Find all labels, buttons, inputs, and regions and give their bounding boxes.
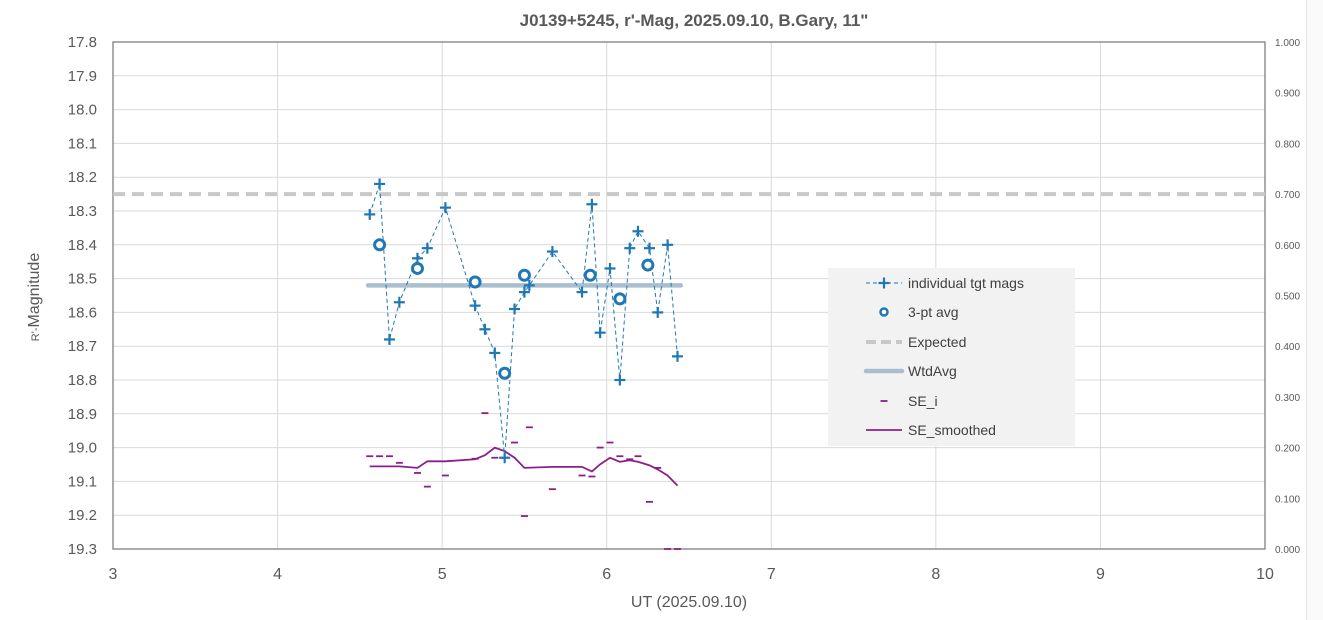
y-left-tick-label: 18.5 (68, 271, 97, 288)
y-left-tick-label: 19.3 (68, 541, 97, 558)
individual-mag-point (499, 452, 511, 464)
y-right-tick-label: 0.600 (1275, 241, 1300, 252)
y-right-tick-label: 0.900 (1275, 89, 1300, 100)
y-right-tick-labels: 1.000 0.900 0.800 0.700 0.600 0.500 0.400 0.300… (1275, 38, 1300, 556)
individual-mag-point (489, 347, 501, 359)
legend-label: SE_i (908, 393, 938, 409)
y-left-tick-label: 18.7 (68, 338, 97, 355)
legend-swatch (866, 277, 902, 289)
x-tick-label: 3 (109, 566, 118, 583)
y-axis-label: R'-Magnitude (26, 253, 43, 342)
individual-mag-point (479, 323, 491, 335)
three-pt-avg-point (410, 261, 424, 275)
horizontal-gridlines (113, 41, 1265, 550)
legend-box (828, 268, 1075, 446)
individual-mag-point (662, 239, 674, 251)
three-pt-avg-point (498, 366, 512, 380)
three-pt-avg-point (373, 238, 387, 252)
y-right-tick-label: 1.000 (1275, 38, 1300, 49)
x-tick-labels: 3 4 5 6 7 8 9 10 (109, 566, 1274, 583)
individual-mag-point (439, 202, 451, 214)
individual-mag-point (523, 279, 535, 291)
legend-swatch (879, 307, 889, 317)
individual-mag-point (652, 306, 664, 318)
x-tick-label: 8 (931, 566, 940, 583)
y-left-tick-label: 17.9 (68, 68, 97, 85)
y-right-tick-label: 0.800 (1275, 139, 1300, 150)
three-pt-avg-point (641, 258, 655, 272)
individual-mag-point (576, 286, 588, 298)
y-left-tick-label: 18.9 (68, 406, 97, 423)
y-left-tick-label: 18.8 (68, 372, 97, 389)
y-left-tick-label: 18.3 (68, 203, 97, 220)
series-layer (113, 178, 1265, 550)
individual-mags-line (369, 183, 678, 458)
y-right-tick-label: 0.200 (1275, 444, 1300, 455)
y-left-tick-label: 18.0 (68, 102, 97, 119)
individual-mag-point (594, 327, 606, 339)
x-tick-label: 4 (273, 566, 282, 583)
y-left-tick-label: 17.8 (68, 34, 97, 51)
legend: individual tgt mags 3-pt avg Expected WtdAv… (828, 268, 1075, 446)
x-tick-label: 5 (438, 566, 447, 583)
individual-mag-point (604, 262, 616, 274)
y-left-tick-label: 19.2 (68, 507, 97, 524)
individual-mag-point (364, 208, 376, 220)
x-tick-label: 7 (767, 566, 776, 583)
individual-mag-point (671, 350, 683, 362)
y-left-tick-label: 18.2 (68, 169, 97, 186)
x-tick-label: 10 (1256, 566, 1274, 583)
y-right-tick-label: 0.300 (1275, 393, 1300, 404)
individual-mag-point (644, 242, 656, 254)
individual-mag-point (469, 300, 481, 312)
y-right-tick-label: 0.700 (1275, 190, 1300, 201)
legend-label: SE_smoothed (908, 422, 996, 438)
y-left-tick-label: 19.1 (68, 473, 97, 490)
individual-mag-point (632, 225, 644, 237)
window-edge-strip (1306, 0, 1323, 620)
x-tick-label: 9 (1096, 566, 1105, 583)
three-pt-avg-point (468, 275, 482, 289)
legend-plus-marker (878, 277, 890, 289)
y-left-tick-label: 18.6 (68, 304, 97, 321)
individual-mag-point (393, 296, 405, 308)
x-tick-label: 6 (602, 566, 611, 583)
x-axis-label: UT (2025.09.10) (631, 594, 747, 611)
individual-mag-point (624, 242, 636, 254)
y-left-tick-label: 18.1 (68, 135, 97, 152)
y-left-tick-labels: 17.8 17.9 18.0 18.1 18.2 18.3 18.4 18.5 18.6 18.7… (68, 34, 97, 558)
y-axis-label-prefix: R'- (30, 327, 42, 341)
y-right-tick-label: 0.500 (1275, 292, 1300, 303)
three-pt-avg-point (613, 292, 627, 306)
legend-label: 3-pt avg (908, 304, 959, 320)
y-right-tick-label: 0.100 (1275, 494, 1300, 505)
legend-label: WtdAvg (908, 363, 957, 379)
legend-label: individual tgt mags (908, 275, 1024, 291)
y-left-tick-label: 19.0 (68, 440, 97, 457)
individual-mag-point (546, 246, 558, 258)
legend-label: Expected (908, 334, 966, 350)
individual-mag-point (374, 178, 386, 190)
plot-frame (112, 41, 1266, 550)
individual-mag-point (518, 286, 530, 298)
individual-mag-point (509, 303, 521, 315)
individual-mag-point (614, 374, 626, 386)
individual-mag-point (421, 242, 433, 254)
three-pt-avg-point (517, 268, 531, 282)
plot-area (113, 42, 1265, 549)
se-smoothed-line (369, 446, 679, 487)
y-left-tick-label: 18.4 (68, 237, 97, 254)
individual-mag-point (383, 333, 395, 345)
three-pt-avg-point (583, 268, 597, 282)
chart-title: J0139+5245, r'-Mag, 2025.09.10, B.Gary, … (520, 11, 869, 30)
y-right-tick-label: 0.400 (1275, 342, 1300, 353)
y-axis-label-main: Magnitude (26, 253, 43, 328)
y-right-tick-label: 0.000 (1275, 545, 1300, 556)
individual-mag-point (586, 198, 598, 210)
